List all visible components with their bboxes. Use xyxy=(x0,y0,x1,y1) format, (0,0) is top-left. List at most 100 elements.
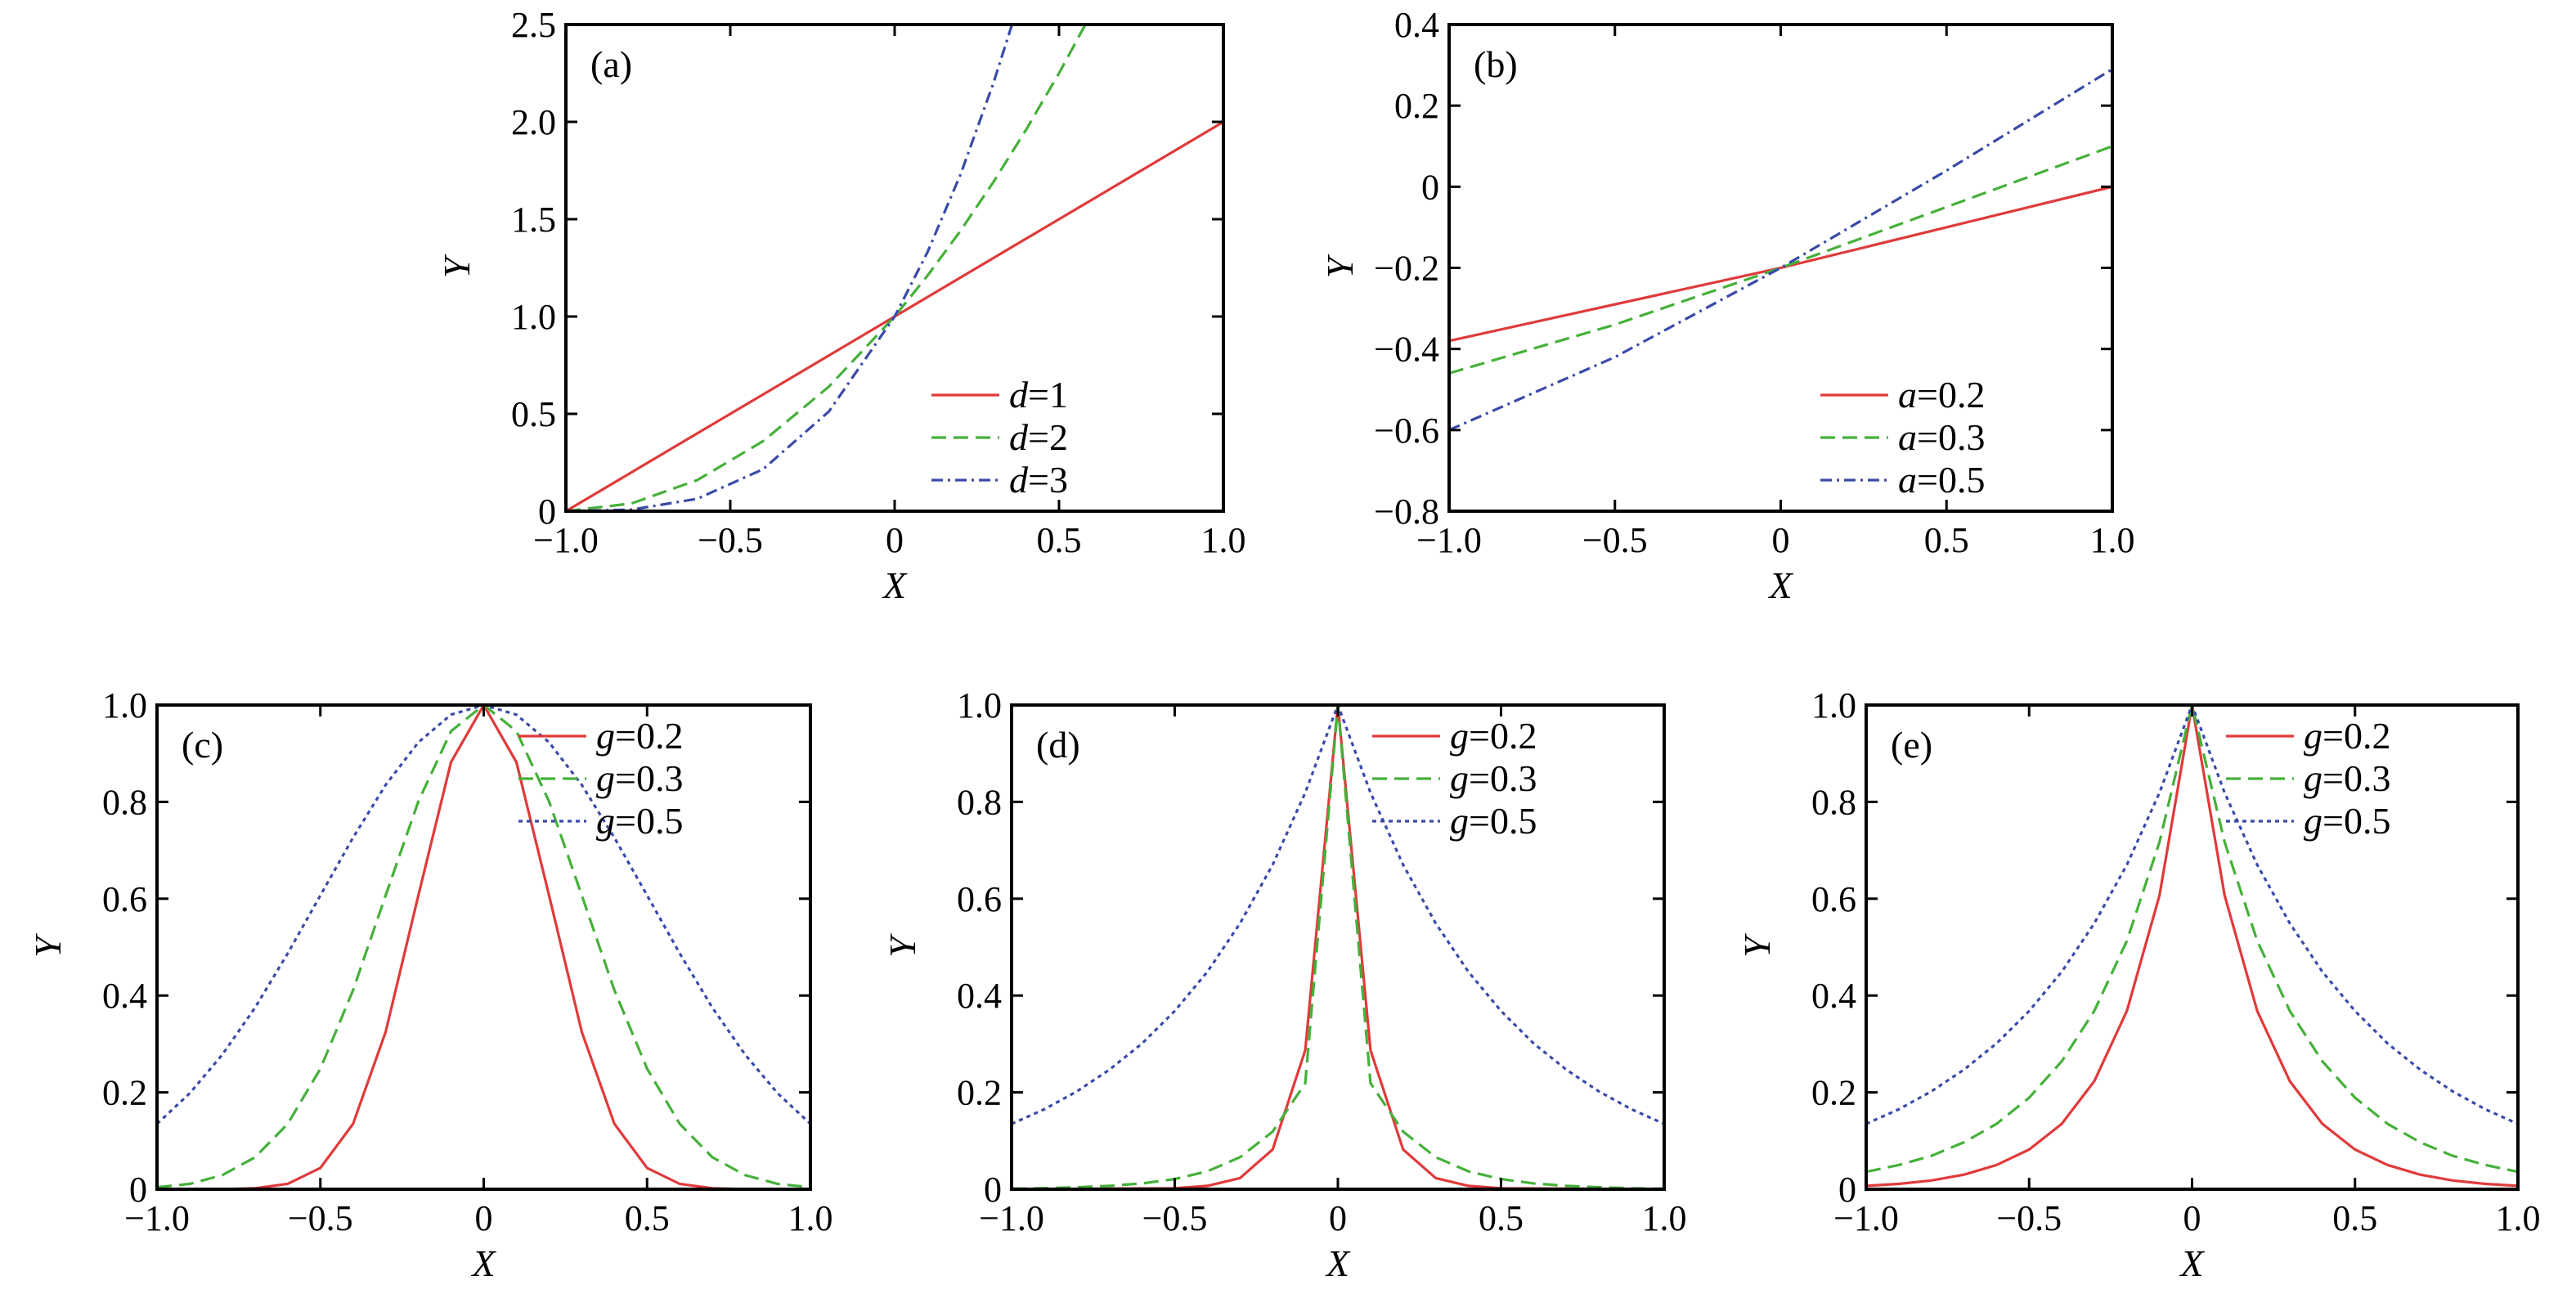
legend-value: =0.3 xyxy=(1917,416,1985,458)
y-tick-label: −0.8 xyxy=(1374,492,1439,532)
series-line-1 xyxy=(157,705,810,1189)
y-tick-label: 0 xyxy=(1838,1170,1856,1210)
panel-a: −1.0 −0.5 0 0.5 1.000.51.01.52.02.5XY(a)d=1d… xyxy=(436,5,1246,606)
y-axis-label: Y xyxy=(1736,933,1778,958)
x-tick-label: 0 xyxy=(1329,1198,1347,1238)
series-line-0 xyxy=(1866,705,2518,1188)
y-tick-label: 1.0 xyxy=(957,685,1002,725)
legend-entry: g=0.5 xyxy=(596,800,683,842)
panel-label: (e) xyxy=(1891,724,1932,766)
y-tick-label: 1.0 xyxy=(511,297,556,337)
y-tick-label: 1.5 xyxy=(511,200,556,240)
y-axis-label: Y xyxy=(882,933,923,958)
y-tick-label: 0.2 xyxy=(1394,86,1439,126)
plot-frame xyxy=(1010,703,1666,1191)
y-tick-label: 0 xyxy=(129,1170,147,1210)
legend-variable: g xyxy=(1450,757,1469,799)
panel-d: −1.0 −0.5 0 0.5 1.000.20.40.60.81.0XY(d) g=0.… xyxy=(882,685,1687,1284)
x-tick-label: 0.5 xyxy=(1924,520,1969,560)
y-tick-label: 2.0 xyxy=(511,102,556,142)
legend-entry: a=0.5 xyxy=(1898,459,1985,501)
x-tick-label: −1.0 xyxy=(533,520,599,560)
legend-value: =0.5 xyxy=(1917,459,1985,501)
panel-label: (c) xyxy=(182,724,223,766)
series-line-0 xyxy=(157,705,810,1189)
legend-variable: g xyxy=(2304,715,2322,757)
legend-value: =0.5 xyxy=(1469,800,1537,842)
y-tick-label: 0.8 xyxy=(102,782,147,822)
legend-variable: d xyxy=(1009,459,1029,501)
x-tick-label: 0.5 xyxy=(625,1198,670,1238)
series-line-0 xyxy=(1012,705,1664,1189)
panel-label: (a) xyxy=(590,43,632,85)
y-tick-label: 0 xyxy=(984,1170,1002,1210)
legend-value: =0.2 xyxy=(615,715,683,757)
y-tick-label: −0.4 xyxy=(1374,330,1439,370)
x-tick-label: 1.0 xyxy=(1642,1198,1687,1238)
y-tick-label: 0.6 xyxy=(102,879,147,919)
legend-variable: a xyxy=(1898,374,1917,415)
x-tick-label: −1.0 xyxy=(1416,520,1482,560)
y-tick-label: 0.4 xyxy=(1811,976,1856,1016)
x-axis-label: X xyxy=(470,1242,496,1284)
legend-value: =0.2 xyxy=(2322,715,2390,757)
series-line-2 xyxy=(1449,68,2112,432)
panel-label: (d) xyxy=(1036,724,1080,766)
legend-variable: g xyxy=(2304,800,2322,842)
y-axis-label: Y xyxy=(436,254,478,278)
legend-value: =2 xyxy=(1028,416,1068,458)
legend-entry: d=1 xyxy=(1009,374,1068,415)
y-tick-label: 0.4 xyxy=(1394,5,1439,45)
legend-value: =0.3 xyxy=(2322,757,2390,799)
series-line-2 xyxy=(157,705,810,1125)
legend-variable: g xyxy=(1450,715,1469,757)
y-tick-label: 0.2 xyxy=(1811,1073,1856,1113)
legend-variable: a xyxy=(1898,416,1917,458)
legend-value: =0.2 xyxy=(1917,374,1985,415)
series-line-1 xyxy=(566,25,1087,511)
series-line-1 xyxy=(1866,705,2518,1174)
x-tick-label: −0.5 xyxy=(1582,520,1648,560)
legend-entry: g=0.5 xyxy=(2304,800,2390,842)
legend-value: =0.3 xyxy=(1469,757,1537,799)
x-tick-label: −1.0 xyxy=(124,1198,190,1238)
x-tick-label: 1.0 xyxy=(2496,1198,2541,1238)
legend-variable: g xyxy=(596,715,615,757)
series-line-2 xyxy=(566,25,1014,511)
series-line-2 xyxy=(1012,705,1664,1125)
y-tick-label: 0.6 xyxy=(957,879,1002,919)
x-tick-label: −0.5 xyxy=(1996,1198,2062,1238)
plot-frame xyxy=(564,23,1225,513)
legend-entry: a=0.2 xyxy=(1898,374,1985,415)
y-tick-label: 1.0 xyxy=(1811,685,1856,725)
legend-value: =1 xyxy=(1028,374,1068,415)
legend-entry: a=0.3 xyxy=(1898,416,1985,458)
legend-value: =0.5 xyxy=(2322,800,2390,842)
panel-e: −1.0 −0.5 0 0.5 1.000.20.40.60.81.0XY(e) g=0.… xyxy=(1736,685,2541,1284)
legend-variable: a xyxy=(1898,459,1917,501)
x-axis-label: X xyxy=(1767,564,1793,606)
series-line-1 xyxy=(1012,705,1664,1189)
legend-variable: g xyxy=(596,800,615,842)
legend-entry: g=0.5 xyxy=(1450,800,1537,842)
y-tick-label: 0.2 xyxy=(102,1073,147,1113)
x-tick-label: −0.5 xyxy=(698,520,763,560)
x-tick-label: 0 xyxy=(2183,1198,2201,1238)
legend-entry: g=0.2 xyxy=(2304,715,2390,757)
x-axis-label: X xyxy=(2179,1242,2205,1284)
legend-variable: d xyxy=(1009,416,1029,458)
legend-value: =3 xyxy=(1028,459,1068,501)
x-tick-label: −1.0 xyxy=(979,1198,1044,1238)
y-tick-label: 0.8 xyxy=(957,782,1002,822)
x-tick-label: 0 xyxy=(886,520,904,560)
legend-variable: g xyxy=(2304,757,2322,799)
y-tick-label: 0.4 xyxy=(957,976,1002,1016)
panel-label: (b) xyxy=(1474,43,1518,85)
x-tick-label: 1.0 xyxy=(1201,520,1246,560)
x-tick-label: −1.0 xyxy=(1833,1198,1899,1238)
legend-entry: g=0.3 xyxy=(1450,757,1537,799)
legend-variable: d xyxy=(1009,374,1029,415)
x-tick-label: 0 xyxy=(1772,520,1790,560)
plot-frame xyxy=(155,703,812,1191)
legend-variable: g xyxy=(596,757,615,799)
